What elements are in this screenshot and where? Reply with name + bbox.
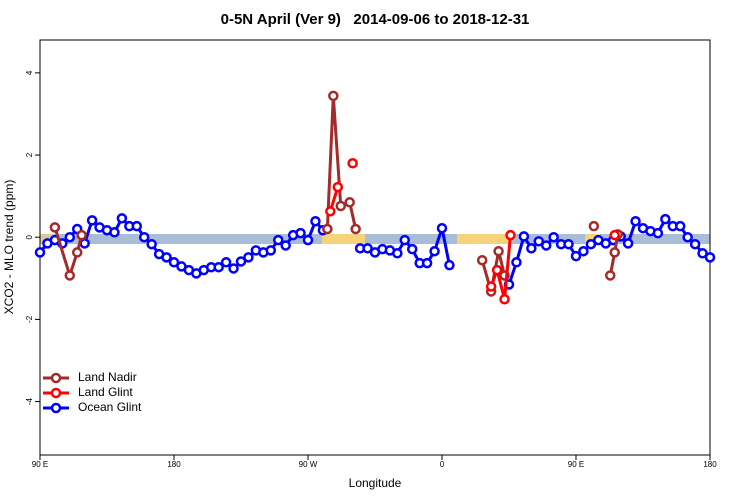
y-axis-label: XCO2 - MLO trend (ppm) [2, 180, 16, 315]
data-point [704, 252, 716, 263]
y-tick-label: 0 [25, 234, 34, 239]
ocean-band [40, 234, 710, 244]
data-point [588, 220, 600, 232]
data-point [272, 234, 284, 246]
data-point [436, 222, 448, 234]
y-tick-label: -4 [25, 397, 34, 405]
data-point [485, 281, 497, 292]
data-point [131, 220, 143, 232]
data-point [697, 248, 708, 259]
data-point [310, 215, 321, 227]
data-point [213, 261, 224, 273]
legend-marker [50, 387, 62, 399]
series-line [53, 226, 84, 281]
data-point [444, 259, 455, 271]
data-point [660, 213, 671, 225]
data-point [526, 243, 537, 254]
data-point [71, 247, 83, 258]
data-point [518, 231, 530, 242]
data-point [362, 243, 373, 254]
data-point [109, 227, 120, 238]
data-point [34, 247, 46, 258]
legend-label: Land Nadir [78, 370, 137, 384]
data-point [622, 238, 634, 249]
data-point [476, 254, 488, 266]
data-point [280, 240, 291, 251]
data-point [491, 264, 503, 276]
data-point [235, 256, 247, 267]
data-point [392, 248, 403, 259]
data-point [421, 257, 433, 269]
data-point [344, 197, 355, 208]
data-point [350, 223, 361, 235]
data-point [689, 238, 701, 250]
x-tick-label: 180 [703, 460, 717, 469]
data-point [563, 238, 574, 250]
chart-title: 0-5N April (Ver 9) 2014-09-06 to 2018-12… [221, 11, 530, 28]
land-band [585, 234, 600, 244]
data-point [86, 215, 98, 226]
data-point [243, 252, 254, 263]
data-point [64, 231, 76, 243]
data-point [161, 252, 172, 263]
data-point [585, 238, 597, 250]
x-axis-label: Longitude [349, 476, 402, 490]
data-point [332, 181, 344, 193]
series-line [489, 235, 512, 300]
data-point [76, 229, 87, 241]
data-point [295, 227, 306, 239]
land-band [322, 234, 365, 244]
legend-marker [50, 402, 62, 414]
legend-label: Ocean Glint [78, 400, 142, 414]
data-point [533, 236, 545, 247]
y-tick-label: -2 [25, 315, 34, 323]
legend-label: Land Glint [78, 385, 133, 399]
data-point [220, 257, 232, 268]
data-point [228, 263, 239, 274]
data-point [505, 229, 516, 241]
data-point [511, 257, 522, 268]
data-point [79, 238, 90, 249]
data-point [429, 245, 440, 257]
y-tick-label: 4 [25, 70, 34, 75]
x-tick-label: 90 E [568, 460, 584, 469]
data-point [493, 245, 504, 257]
data-point [499, 294, 510, 305]
data-point [116, 213, 128, 224]
x-tick-label: 0 [440, 460, 445, 469]
data-point [347, 158, 358, 169]
data-point [609, 247, 620, 258]
data-point [325, 206, 336, 217]
data-point [146, 238, 157, 250]
legend-marker [50, 372, 62, 384]
data-point [674, 220, 686, 232]
y-tick-label: 2 [25, 152, 34, 157]
data-point [609, 229, 620, 241]
data-point [49, 222, 61, 233]
data-point [630, 215, 641, 227]
data-point [265, 245, 277, 256]
data-point [328, 90, 339, 102]
data-point [570, 250, 582, 262]
data-point [168, 257, 180, 268]
data-point [578, 245, 589, 257]
data-point [302, 234, 314, 246]
x-tick-label: 90 E [32, 460, 48, 469]
data-point [64, 270, 76, 281]
data-point [682, 231, 693, 243]
data-point [335, 200, 347, 212]
x-tick-label: 90 W [299, 460, 318, 469]
data-point [652, 227, 664, 239]
data-point [322, 223, 333, 235]
data-point [406, 243, 418, 255]
data-point [138, 231, 150, 243]
data-point [604, 270, 616, 281]
data-point [548, 231, 559, 243]
data-point [540, 240, 552, 251]
land-band [457, 234, 512, 244]
data-point [399, 234, 411, 246]
x-tick-label: 180 [167, 460, 181, 469]
